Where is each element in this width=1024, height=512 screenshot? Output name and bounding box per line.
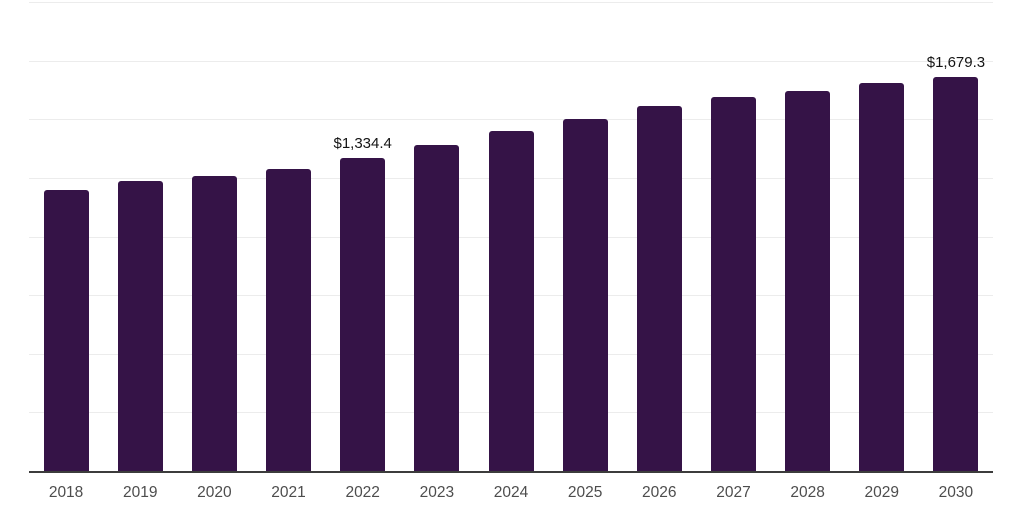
x-tick-2027: 2027 [716,484,751,501]
value-label-2030: $1,679.3 [926,54,986,72]
bar-2026[interactable] [636,106,682,471]
x-tick-2023: 2023 [419,484,455,501]
x-tick-2019: 2019 [122,484,158,501]
x-tick-2028: 2028 [790,484,825,501]
bar-2021[interactable] [266,168,312,471]
x-tick-2022: 2022 [345,484,380,501]
bar-2028[interactable] [785,90,831,471]
bar-2025[interactable] [562,118,608,471]
bar-2020[interactable] [191,176,237,471]
bar-2019[interactable] [117,180,163,471]
bar-2024[interactable] [488,130,534,471]
x-tick-2026: 2026 [642,484,677,501]
x-tick-2030: 2030 [938,484,974,501]
bar-2022[interactable] [340,158,386,471]
x-tick-2024: 2024 [493,484,529,501]
bar-2027[interactable] [710,97,756,471]
bar-2023[interactable] [414,145,460,471]
bar-2018[interactable] [43,190,89,471]
bar-2030[interactable] [933,77,979,471]
gridline [29,60,993,62]
x-tick-2021: 2021 [271,484,306,501]
x-tick-2018: 2018 [48,484,84,501]
gridline [29,2,993,3]
bar-2029[interactable] [859,82,905,471]
gridline [29,119,993,121]
plot-area: $1,334.4 $1,679.3 [29,2,993,473]
value-label-2022: $1,334.4 [333,135,392,153]
x-tick-2020: 2020 [197,484,232,501]
x-tick-2025: 2025 [567,484,603,501]
x-tick-2029: 2029 [864,484,900,501]
x-axis: 2018 2019 2020 2021 2022 2023 2024 2025 2026 2027… [29,484,993,504]
